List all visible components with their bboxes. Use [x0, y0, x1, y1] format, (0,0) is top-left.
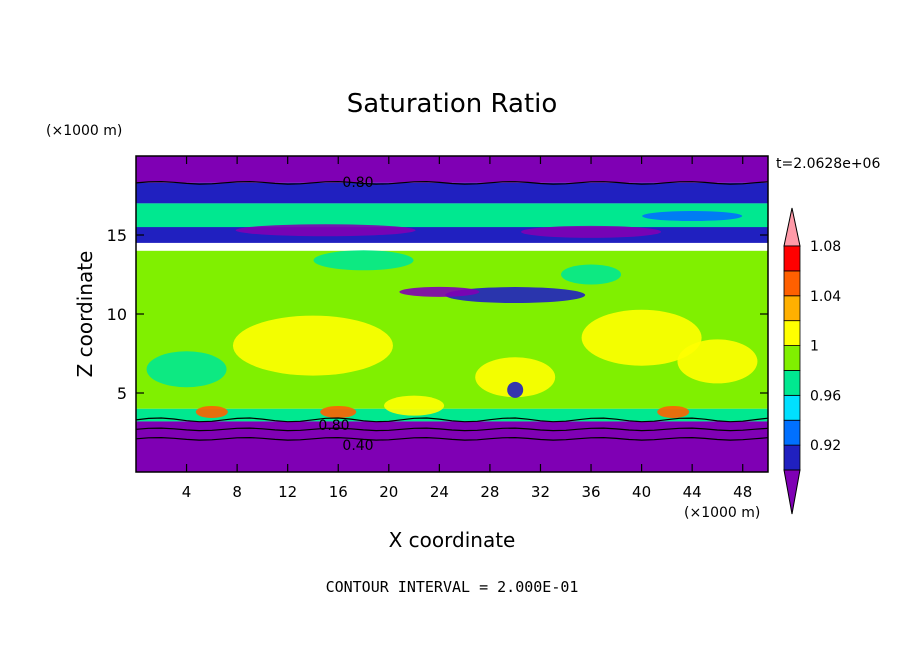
x-axis-ticks: 4 8 12 16 20 24 28 32 36 40 44 48 [182, 156, 752, 501]
colorbar-label: 1.08 [810, 239, 841, 255]
contour-label-bottom: 0.40 [342, 438, 373, 454]
field-blob [642, 211, 743, 222]
colorbar-label: 1.04 [810, 289, 841, 305]
contour-label-top: 0.80 [342, 175, 373, 191]
field-blob [195, 405, 228, 418]
field-blob [561, 264, 622, 285]
contour-line [136, 427, 768, 432]
field-blob [677, 339, 758, 384]
field-blob [232, 315, 393, 376]
colorbar-label: 1 [810, 339, 819, 355]
x-tick-label: 24 [430, 483, 449, 501]
field-blob [445, 287, 586, 304]
plot-area [136, 156, 768, 472]
colorbar-segment [783, 444, 801, 471]
field-blob [146, 351, 227, 388]
x-axis-label: X coordinate [389, 528, 516, 552]
y-tick-label: 5 [117, 384, 127, 403]
x-tick-label: 44 [683, 483, 702, 501]
y-tick-label: 15 [107, 226, 127, 245]
x-tick-label: 40 [632, 483, 651, 501]
y-units-label: (×1000 m) [46, 123, 122, 139]
contour-label-low: 0.80 [318, 418, 349, 434]
field-band [136, 156, 768, 183]
colorbar-segment [783, 270, 801, 297]
field-band [136, 182, 768, 204]
contour-line [136, 436, 768, 441]
colorbar-segment [783, 394, 801, 421]
colorbar-segment [783, 295, 801, 322]
colorbar-segment [783, 245, 801, 272]
field-band [136, 227, 768, 243]
contour-interval-footer: CONTOUR INTERVAL = 2.000E-01 [326, 578, 579, 596]
colorbar-label: 0.92 [810, 438, 841, 454]
x-tick-label: 20 [379, 483, 398, 501]
field-blob [507, 381, 524, 398]
chart-title: Saturation Ratio [347, 89, 558, 119]
field-blob [399, 286, 480, 297]
colorbar-top-arrow [783, 207, 801, 247]
x-tick-label: 16 [329, 483, 348, 501]
x-tick-label: 8 [232, 483, 242, 501]
colorbar-segment [783, 320, 801, 346]
field-blob [581, 309, 702, 366]
contour-lines [136, 180, 768, 441]
field-blob [475, 357, 556, 398]
field-blob [657, 405, 690, 418]
y-axis-ticks: 5 10 15 [107, 226, 768, 403]
x-tick-label: 48 [733, 483, 752, 501]
x-tick-label: 12 [278, 483, 297, 501]
colorbar: 1.08 1.04 1 0.96 0.92 [783, 207, 841, 515]
colorbar-segment [783, 370, 801, 396]
field-blob [313, 250, 414, 271]
time-label: t=2.0628e+06 [776, 156, 880, 172]
colorbar-bottom-arrow [783, 469, 801, 515]
x-tick-label: 36 [581, 483, 600, 501]
field-blob [177, 265, 298, 294]
x-tick-label: 28 [480, 483, 499, 501]
x-tick-label: 4 [182, 483, 192, 501]
colorbar-segment [783, 419, 801, 446]
contour-line [136, 417, 768, 423]
y-tick-label: 10 [107, 305, 127, 324]
x-tick-label: 32 [531, 483, 550, 501]
field-blob [320, 405, 357, 418]
field-blob [235, 224, 416, 237]
field-blob [521, 225, 662, 238]
contour-line [136, 180, 768, 185]
field-blob [384, 395, 445, 416]
y-axis-label: Z coordinate [73, 251, 97, 378]
colorbar-label: 0.96 [810, 388, 841, 404]
x-units-label: (×1000 m) [684, 505, 760, 521]
colorbar-segment [783, 345, 801, 371]
